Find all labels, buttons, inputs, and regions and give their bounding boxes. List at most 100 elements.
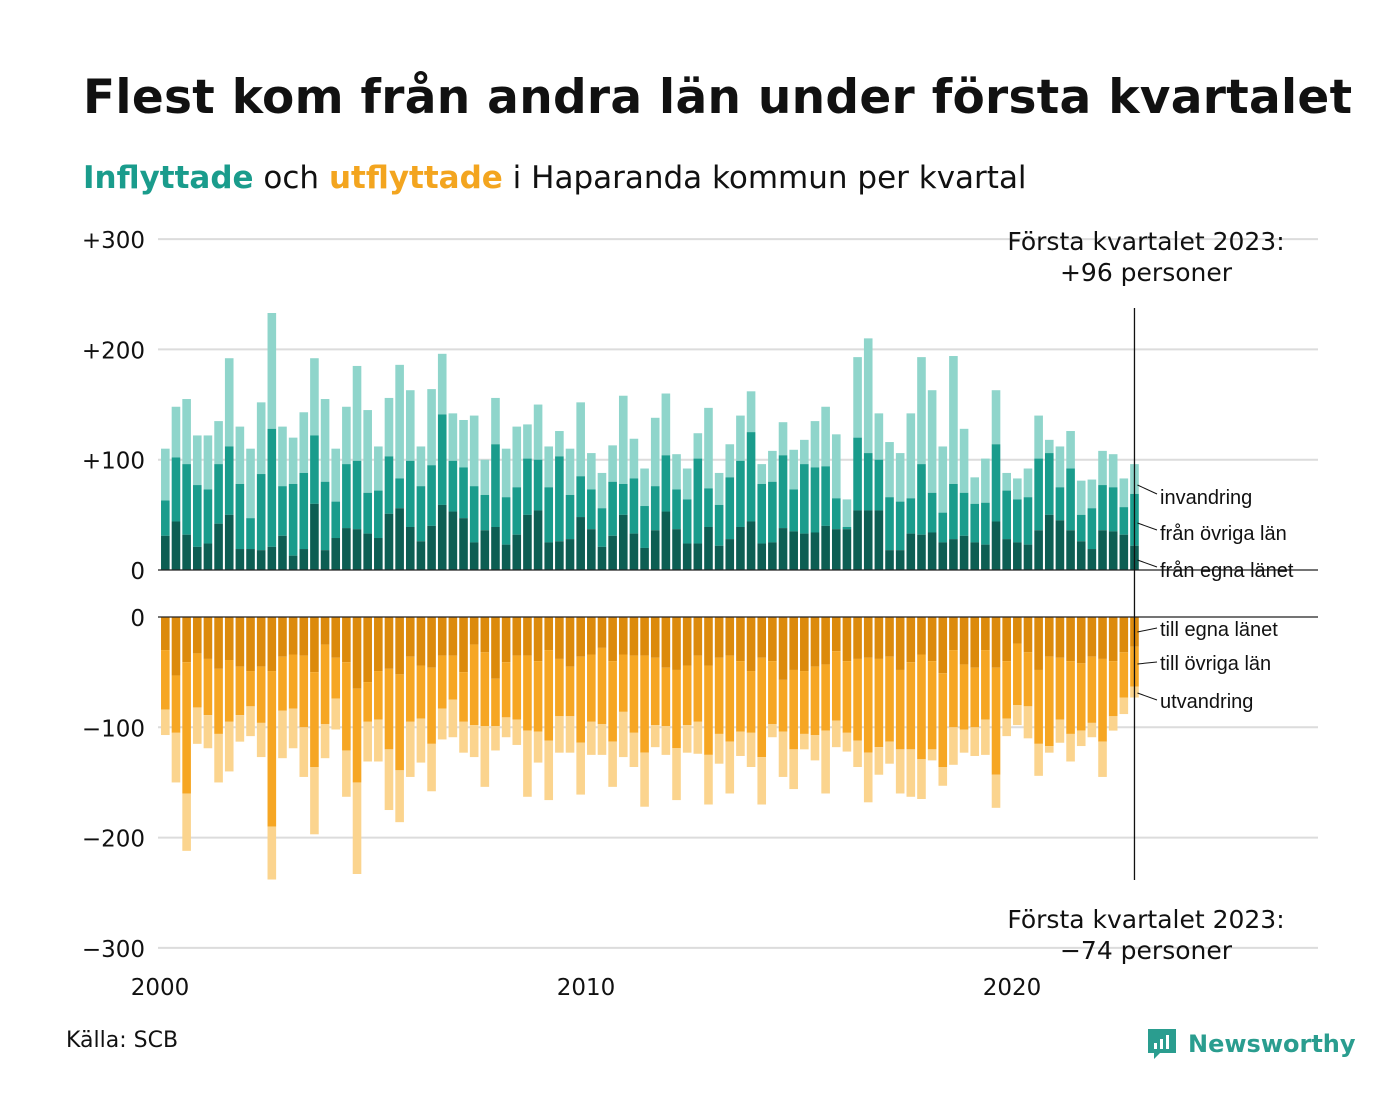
bar-outflow-other-counties (1055, 657, 1065, 720)
bar-outflow-emigration (1108, 716, 1118, 731)
bar-inflow-own-county (171, 521, 181, 570)
bar-inflow-other-counties (618, 483, 628, 515)
bar-outflow-other-counties (853, 658, 862, 741)
x-tick-label: 2020 (983, 975, 1042, 1001)
series-label-outflow: till egna länet (1160, 619, 1278, 641)
bar-outflow-emigration (459, 721, 468, 753)
y-tick-label: −200 (82, 827, 145, 853)
bar-outflow-own-county (682, 617, 692, 666)
bar-outflow-other-counties (597, 647, 607, 724)
bar-outflow-own-county (1002, 617, 1011, 662)
bar-inflow-other-counties (949, 483, 958, 540)
bar-inflow-other-counties (682, 499, 692, 544)
bar-outflow-emigration (800, 733, 809, 750)
bar-inflow-other-counties (192, 485, 202, 547)
bar-inflow-immigration (405, 390, 415, 461)
bar-inflow-other-counties (469, 486, 479, 543)
bar-outflow-own-county (224, 617, 234, 661)
bar-inflow-other-counties (501, 497, 511, 545)
bar-outflow-emigration (949, 727, 958, 765)
bar-outflow-emigration (885, 741, 894, 764)
bar-outflow-emigration (981, 719, 990, 755)
bar-inflow-immigration (384, 397, 394, 457)
bar-outflow-own-county (267, 617, 277, 672)
bar-inflow-other-counties (1055, 487, 1065, 521)
bar-outflow-other-counties (523, 655, 532, 731)
bar-inflow-other-counties (842, 526, 852, 530)
bar-inflow-immigration (1002, 472, 1011, 491)
bar-outflow-own-county (789, 617, 798, 670)
bar-outflow-other-counties (224, 660, 234, 722)
series-label-leader (1137, 661, 1158, 665)
bar-outflow-emigration (331, 698, 341, 730)
bar-inflow-immigration (246, 448, 255, 519)
bar-inflow-immigration (320, 399, 330, 482)
bar-outflow-other-counties (416, 665, 426, 719)
bar-outflow-own-county (661, 617, 671, 668)
bar-outflow-own-county (863, 617, 873, 658)
bar-inflow-other-counties (959, 492, 969, 536)
bar-inflow-own-county (437, 504, 447, 570)
bar-inflow-other-counties (874, 459, 884, 511)
bar-outflow-other-counties (587, 654, 596, 722)
bar-inflow-other-counties (374, 490, 383, 539)
bar-outflow-other-counties (906, 662, 916, 750)
bar-outflow-own-county (565, 617, 575, 667)
bar-inflow-own-county (512, 534, 522, 570)
bar-inflow-immigration (672, 454, 681, 490)
bar-inflow-other-counties (1076, 514, 1086, 542)
bar-inflow-other-counties (256, 474, 266, 551)
bar-outflow-other-counties (480, 652, 490, 727)
bar-outflow-emigration (1098, 741, 1107, 777)
bar-outflow-own-county (491, 617, 500, 679)
bar-inflow-other-counties (299, 472, 309, 550)
bar-inflow-immigration (427, 389, 436, 466)
bar-outflow-own-county (1066, 617, 1075, 662)
bar-outflow-emigration (352, 782, 362, 874)
bar-outflow-other-counties (405, 656, 415, 722)
bar-outflow-other-counties (1044, 656, 1054, 747)
bar-outflow-other-counties (810, 666, 820, 736)
bar-inflow-own-county (299, 549, 309, 570)
bar-outflow-own-county (736, 617, 745, 662)
bar-outflow-other-counties (682, 665, 692, 726)
bar-inflow-other-counties (1034, 458, 1043, 531)
bar-outflow-other-counties (746, 671, 756, 733)
bar-inflow-own-county (736, 526, 745, 570)
bar-outflow-emigration (523, 730, 532, 797)
bar-inflow-immigration (885, 442, 894, 498)
bar-inflow-own-county (895, 550, 905, 570)
bar-outflow-emigration (405, 721, 415, 777)
bar-outflow-own-county (949, 617, 958, 651)
bar-inflow-immigration (374, 446, 383, 491)
bar-inflow-immigration (831, 434, 841, 499)
bar-outflow-emigration (342, 750, 351, 797)
subtitle-inflow-word: Inflyttade (83, 160, 254, 196)
bar-inflow-own-county (682, 543, 692, 570)
bar-outflow-own-county (427, 617, 436, 668)
brand-name: Newsworthy (1188, 1030, 1356, 1058)
bar-outflow-own-county (544, 617, 554, 651)
bar-outflow-emigration (927, 749, 937, 761)
bar-outflow-other-counties (278, 656, 287, 711)
bar-inflow-own-county (214, 523, 223, 570)
bar-inflow-immigration (629, 438, 639, 479)
bar-inflow-other-counties (608, 481, 617, 536)
bar-inflow-other-counties (672, 489, 681, 530)
bar-outflow-emigration (192, 707, 202, 744)
bar-inflow-other-counties (1087, 508, 1097, 550)
bar-inflow-own-county (821, 525, 830, 570)
bar-outflow-other-counties (842, 661, 852, 733)
bar-outflow-emigration (491, 726, 500, 751)
bar-inflow-own-county (1044, 514, 1054, 570)
bar-inflow-own-county (555, 541, 564, 570)
bar-inflow-other-counties (853, 437, 862, 511)
bar-outflow-emigration (1076, 730, 1086, 747)
bar-outflow-other-counties (970, 667, 980, 728)
bar-inflow-own-county (267, 546, 277, 570)
bar-inflow-own-county (1119, 534, 1129, 570)
bar-outflow-other-counties (725, 655, 735, 742)
bar-inflow-other-counties (555, 456, 564, 542)
bar-inflow-own-county (1076, 541, 1086, 570)
bar-outflow-emigration (427, 743, 436, 792)
